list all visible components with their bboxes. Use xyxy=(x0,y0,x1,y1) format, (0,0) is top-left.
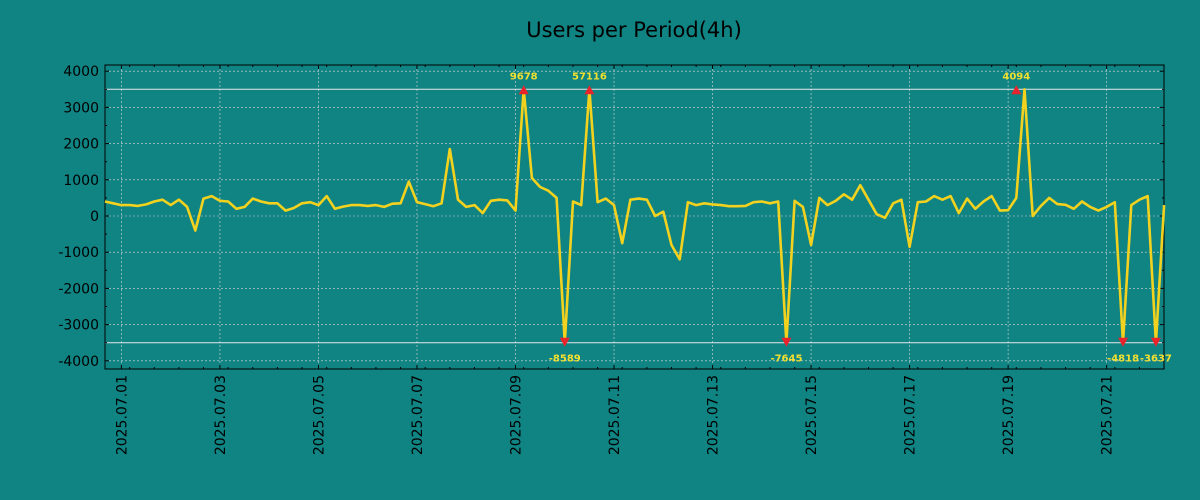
peak-label: 57116 xyxy=(572,71,607,82)
trough-label: -3637 xyxy=(1140,354,1172,365)
peak-label: 4094 xyxy=(1002,71,1030,82)
y-tick-label: -3000 xyxy=(58,318,99,334)
y-tick-label: 0 xyxy=(90,209,99,225)
y-tick-label: -2000 xyxy=(58,281,99,297)
chart-title: Users per Period(4h) xyxy=(526,18,742,42)
series-line xyxy=(104,88,1166,345)
x-tick-label: 2025.07.07 xyxy=(410,375,426,455)
clip-lines xyxy=(105,88,1164,344)
x-tick-label: 2025.07.01 xyxy=(114,375,130,455)
x-tick-label: 2025.07.15 xyxy=(804,375,820,455)
peak-label: 9678 xyxy=(510,71,538,82)
x-tick-label: 2025.07.19 xyxy=(1001,375,1017,455)
x-tick-label: 2025.07.13 xyxy=(706,375,722,455)
x-tick-label: 2025.07.09 xyxy=(509,375,525,455)
grid-lines xyxy=(105,65,1164,369)
x-tick-label: 2025.07.21 xyxy=(1100,375,1116,455)
y-tick-label: 4000 xyxy=(63,64,99,80)
y-tick-label: 1000 xyxy=(63,173,99,189)
y-tick-label: -1000 xyxy=(58,245,99,261)
trough-label: -4818 xyxy=(1107,354,1139,365)
peak-marker xyxy=(1011,85,1022,95)
x-tick-label: 2025.07.05 xyxy=(311,375,327,455)
x-axis: 2025.07.01 2025.07.03 2025.07.05 2025.07.07… xyxy=(104,65,1165,455)
x-tick-label: 2025.07.17 xyxy=(903,375,919,455)
annotations: 9678 -8589 57116 -7645 4094 -4818 -3637 xyxy=(510,71,1172,364)
peak-marker xyxy=(518,85,529,95)
trough-marker xyxy=(781,337,792,347)
y-tick-label: 3000 xyxy=(63,100,99,116)
y-tick-label: 2000 xyxy=(63,137,99,153)
plot-area xyxy=(104,64,1165,370)
trough-marker xyxy=(1118,337,1129,347)
series-users xyxy=(104,88,1166,345)
x-tick-label: 2025.07.11 xyxy=(607,375,623,455)
trough-marker xyxy=(1150,337,1161,347)
peak-marker xyxy=(584,85,595,95)
x-tick-label: 2025.07.03 xyxy=(213,375,229,455)
trough-marker xyxy=(559,337,570,347)
trough-label: -8589 xyxy=(549,354,581,365)
y-axis: 4000 3000 2000 1000 0 -1000 -2000 -3000 -4000 xyxy=(58,64,1164,370)
trough-label: -7645 xyxy=(770,354,802,365)
y-tick-label: -4000 xyxy=(58,354,99,370)
